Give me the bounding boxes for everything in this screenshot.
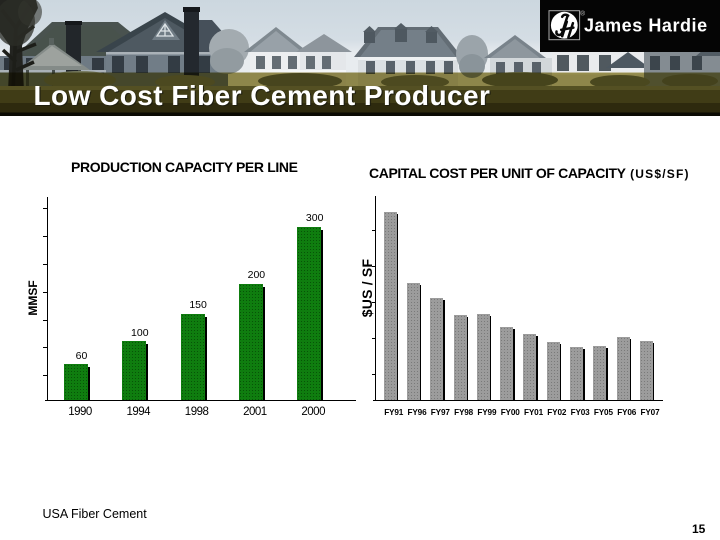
svg-text:Low Cost Fiber Cement Producer: Low Cost Fiber Cement Producer xyxy=(34,80,491,111)
svg-text:Low Cost Fiber Cement Producer: Low Cost Fiber Cement Producer xyxy=(35,81,492,112)
svg-text:James Hardie: James Hardie xyxy=(584,16,708,36)
svg-text:®: ® xyxy=(580,10,585,18)
